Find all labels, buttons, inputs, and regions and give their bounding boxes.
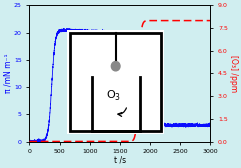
Text: O: O xyxy=(107,90,115,100)
Text: 3: 3 xyxy=(115,93,120,102)
FancyArrowPatch shape xyxy=(118,108,127,116)
Y-axis label: [O₃] /ppm: [O₃] /ppm xyxy=(228,55,238,92)
Circle shape xyxy=(111,61,120,71)
X-axis label: t /s: t /s xyxy=(114,156,126,164)
Y-axis label: π /mN m⁻¹: π /mN m⁻¹ xyxy=(3,54,13,93)
